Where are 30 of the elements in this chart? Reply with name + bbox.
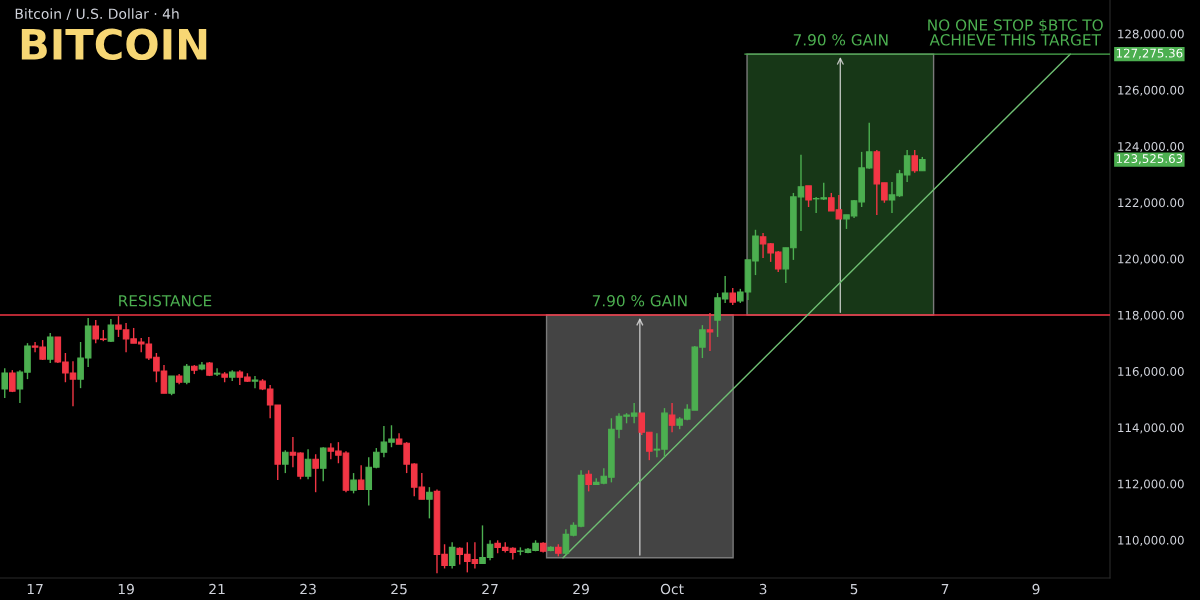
annotation: 7.90 % GAIN — [793, 34, 888, 46]
text: 123,525.63 — [1116, 154, 1183, 165]
x-tick-label: 19 — [118, 583, 134, 595]
x-tick-label: 25 — [391, 583, 407, 595]
y-tick-label: 126,000.00 — [1118, 85, 1184, 96]
x-tick-label: 9 — [1032, 583, 1040, 595]
x-tick-label: 27 — [482, 583, 498, 595]
annotation: 7.90 % GAIN — [592, 294, 687, 307]
text: Bitcoin / U.S. Dollar · 4h — [15, 8, 179, 21]
y-tick-label: 118,000.00 — [1118, 310, 1184, 321]
annotation: 127,275.36 — [1116, 48, 1183, 59]
x-tick-label: Oct — [660, 583, 684, 595]
y-tick-label: 120,000.00 — [1118, 254, 1184, 265]
y-tick-label: 122,000.00 — [1118, 198, 1184, 209]
x-tick-label: 21 — [209, 583, 225, 595]
annotation: RESISTANCE — [119, 294, 212, 307]
y-tick-label: 128,000.00 — [1118, 29, 1184, 40]
y-tick-label: 112,000.00 — [1118, 479, 1184, 490]
text: BITCOIN — [21, 28, 207, 61]
y-tick-label: 110,000.00 — [1118, 535, 1184, 546]
y-tick-label: 116,000.00 — [1118, 366, 1184, 378]
x-tick-label: 23 — [300, 583, 316, 595]
x-tick-label: 5 — [850, 583, 858, 595]
annotation: NO ONE STOP $BTC TO ACHIEVE THIS TARGET — [928, 19, 1103, 46]
x-tick-label: 3 — [759, 583, 767, 595]
x-tick-label: 17 — [27, 583, 43, 595]
x-tick-label: 7 — [941, 583, 949, 595]
x-tick-label: 29 — [573, 583, 589, 595]
y-tick-label: 124,000.00 — [1118, 141, 1184, 153]
y-tick-label: 114,000.00 — [1118, 423, 1184, 434]
